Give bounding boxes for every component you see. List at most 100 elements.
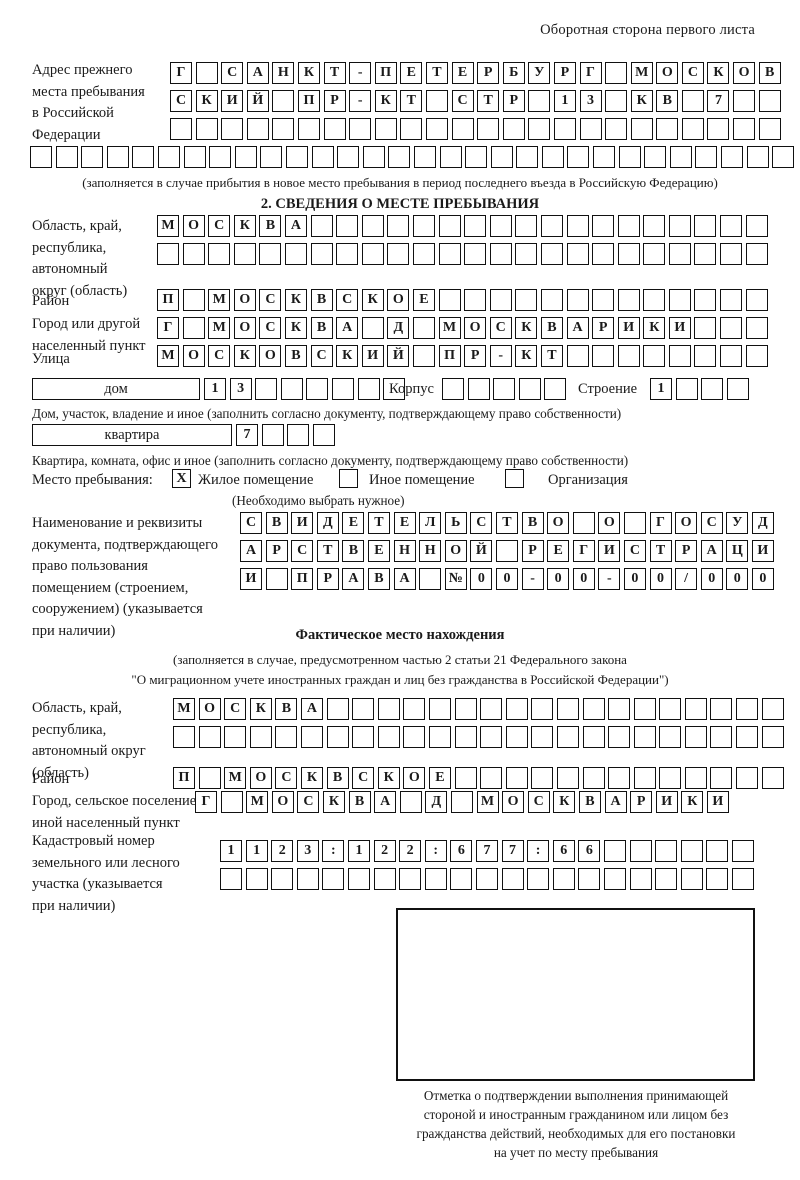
char-cell[interactable] [234,146,257,168]
char-cell[interactable] [515,243,538,265]
char-cell[interactable]: М [246,791,269,813]
char-cell[interactable]: В [758,62,781,84]
char-cell[interactable] [567,146,590,168]
char-cell[interactable]: Т [540,345,563,367]
char-cell[interactable] [387,243,410,265]
char-cell[interactable]: Й [246,90,269,112]
char-cell[interactable] [233,243,256,265]
char-cell[interactable]: 2 [373,840,396,862]
char-cell[interactable]: : [424,840,447,862]
char-cell[interactable] [259,243,282,265]
char-cell[interactable] [592,345,615,367]
char-cell[interactable]: 1 [347,840,370,862]
char-cell[interactable]: И [291,512,314,534]
char-cell[interactable] [310,215,333,237]
char-cell[interactable] [582,698,605,720]
char-cell[interactable] [198,726,221,748]
char-cell[interactable] [659,698,682,720]
char-cell[interactable] [182,317,205,339]
char-cell[interactable] [582,767,605,789]
char-cell[interactable] [731,868,754,890]
char-cell[interactable] [260,146,283,168]
char-cell[interactable]: Т [400,90,423,112]
char-cell[interactable]: 1 [553,90,576,112]
char-cell[interactable]: О [233,317,256,339]
char-cell[interactable]: 0 [700,568,723,590]
char-cell[interactable] [495,540,518,562]
char-cell[interactable]: С [700,512,723,534]
char-cell[interactable] [403,726,426,748]
char-cell[interactable] [603,868,626,890]
char-cell[interactable]: В [284,345,307,367]
char-cell[interactable] [694,317,717,339]
char-cell[interactable]: П [157,289,179,311]
char-cell[interactable]: 1 [204,378,226,400]
char-cell[interactable] [362,146,385,168]
char-cell[interactable] [681,90,704,112]
char-cell[interactable] [540,289,563,311]
char-cell[interactable] [659,726,682,748]
char-cell[interactable]: И [361,345,384,367]
char-cell[interactable]: Р [316,568,339,590]
char-cell[interactable] [157,146,180,168]
char-cell[interactable] [285,146,308,168]
char-cell[interactable]: 0 [495,568,518,590]
char-cell[interactable] [633,698,656,720]
char-cell[interactable]: С [291,540,314,562]
char-cell[interactable]: Н [393,540,416,562]
char-cell[interactable] [81,146,104,168]
char-cell[interactable] [454,698,477,720]
char-cell[interactable] [361,243,384,265]
char-cell[interactable]: Г [649,512,672,534]
char-cell[interactable]: 1 [650,378,672,400]
char-cell[interactable] [515,215,538,237]
char-cell[interactable] [629,868,652,890]
char-cell[interactable]: 2 [271,840,294,862]
char-cell[interactable]: Г [170,62,192,84]
char-cell[interactable] [552,868,575,890]
char-cell[interactable]: В [367,568,390,590]
char-cell[interactable] [680,840,703,862]
char-cell[interactable] [633,767,656,789]
char-cell[interactable]: Е [393,512,416,534]
cadastral-row-2[interactable] [220,868,754,890]
char-cell[interactable]: О [502,791,525,813]
char-cell[interactable] [618,146,641,168]
char-cell[interactable] [745,215,768,237]
char-cell[interactable] [668,215,691,237]
char-cell[interactable]: К [300,767,323,789]
char-cell[interactable] [605,90,628,112]
char-cell[interactable]: Д [425,791,448,813]
char-cell[interactable]: С [451,90,474,112]
char-cell[interactable]: Г [572,540,595,562]
char-cell[interactable] [454,726,477,748]
char-cell[interactable]: О [182,345,205,367]
char-cell[interactable] [695,146,718,168]
char-cell[interactable]: Г [195,791,217,813]
char-cell[interactable]: К [233,215,256,237]
char-cell[interactable]: Р [675,540,698,562]
char-cell[interactable]: - [349,62,372,84]
char-cell[interactable] [419,568,442,590]
char-cell[interactable] [287,424,310,446]
char-cell[interactable]: 0 [751,568,774,590]
char-cell[interactable]: С [208,215,231,237]
char-cell[interactable] [261,424,284,446]
char-cell[interactable] [296,868,319,890]
char-cell[interactable] [736,726,759,748]
char-cell[interactable]: С [310,345,333,367]
char-cell[interactable] [694,215,717,237]
char-cell[interactable]: С [489,317,512,339]
char-cell[interactable] [439,146,462,168]
char-cell[interactable]: : [527,840,550,862]
char-cell[interactable]: К [515,345,538,367]
char-cell[interactable] [182,289,205,311]
char-cell[interactable]: М [208,289,231,311]
char-cell[interactable] [480,698,503,720]
char-cell[interactable] [106,146,129,168]
char-cell[interactable] [617,215,640,237]
char-cell[interactable]: И [706,791,729,813]
char-cell[interactable] [515,289,538,311]
char-cell[interactable]: О [598,512,621,534]
